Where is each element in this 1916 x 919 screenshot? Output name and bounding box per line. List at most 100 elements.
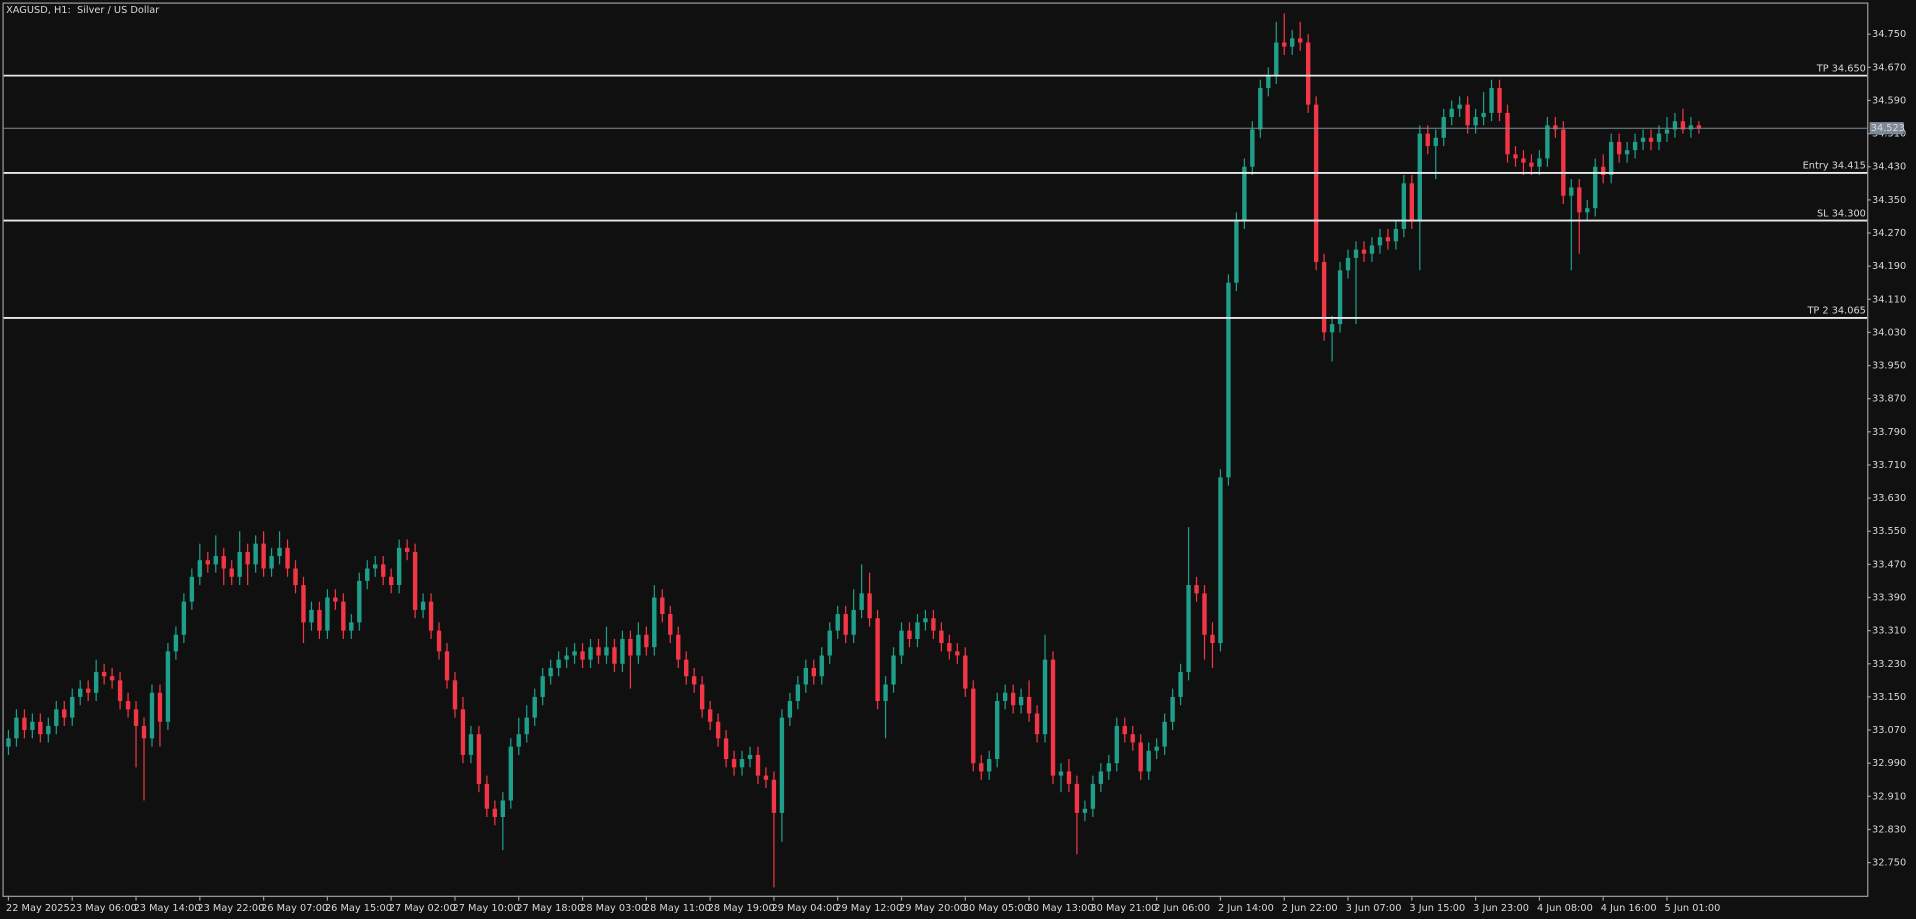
candle-body <box>173 634 179 652</box>
x-tick-label: 30 May 21:00 <box>1090 903 1157 914</box>
x-tick-label: 29 May 04:00 <box>771 903 838 914</box>
candle-body <box>253 543 258 565</box>
x-tick-label: 3 Jun 07:00 <box>1346 903 1402 914</box>
x-tick-label: 28 May 19:00 <box>708 903 775 914</box>
candle-body <box>428 601 434 631</box>
candle-body <box>883 684 888 702</box>
candle-body <box>652 597 657 648</box>
candle-body <box>1369 245 1375 254</box>
candle-body <box>1082 808 1088 813</box>
x-tick-label: 2 Jun 14:00 <box>1218 903 1274 914</box>
candle-body <box>923 618 928 623</box>
candle-body <box>101 672 107 677</box>
candle-body <box>859 593 864 610</box>
candle-body <box>971 688 976 764</box>
candle-body <box>269 556 274 569</box>
candle-body <box>197 560 203 577</box>
candle-body <box>524 717 529 735</box>
candle-body <box>979 763 984 772</box>
candle-body <box>1274 42 1279 76</box>
candle-body <box>851 609 856 635</box>
x-tick-label: 29 May 20:00 <box>899 903 966 914</box>
candle-body <box>293 568 298 586</box>
candle-body <box>1170 696 1175 722</box>
candle-body <box>867 593 872 619</box>
candle-body <box>715 721 721 739</box>
candle-body <box>396 547 402 586</box>
candle-body <box>620 638 625 664</box>
y-tick-label: 33.950 <box>1872 361 1906 372</box>
candle-body <box>891 655 896 685</box>
candle-body <box>548 667 553 677</box>
candle-body <box>404 547 410 552</box>
candle-body <box>1624 150 1630 155</box>
candle-body <box>229 568 234 577</box>
candle-body <box>994 701 1000 760</box>
candle-body <box>1218 477 1223 644</box>
candle-body <box>835 614 840 631</box>
candle-body <box>1186 585 1191 673</box>
candle-body <box>516 734 521 747</box>
candle-body <box>612 647 617 664</box>
y-tick-label: 33.790 <box>1872 427 1906 438</box>
candle-body <box>261 543 266 569</box>
candle-body <box>1585 208 1590 213</box>
candle-body <box>54 709 59 726</box>
candle-body <box>436 630 442 652</box>
candle-body <box>1026 696 1032 714</box>
candle-body <box>795 684 801 702</box>
candle-body <box>1672 121 1678 130</box>
candle-body <box>357 580 362 623</box>
candle-body <box>508 746 513 801</box>
candle-body <box>205 560 210 565</box>
y-tick-label: 33.710 <box>1872 460 1906 471</box>
candle-body <box>1305 42 1311 105</box>
current-price-label: 34.523 <box>1871 123 1905 134</box>
candle-body <box>588 647 593 660</box>
candle-body <box>899 630 904 656</box>
candle-body <box>787 701 793 718</box>
candle-body <box>660 597 665 615</box>
candle-body <box>213 556 218 565</box>
candle-body <box>141 725 147 739</box>
x-tick-label: 23 May 06:00 <box>70 903 137 914</box>
candle-body <box>388 576 394 586</box>
candle-body <box>819 655 824 677</box>
candle-body <box>133 709 139 726</box>
candle-body <box>1449 108 1454 118</box>
y-tick-label: 34.030 <box>1872 327 1906 338</box>
candle-body <box>939 630 944 644</box>
candle-body <box>1042 659 1048 735</box>
candle-body <box>1154 746 1159 751</box>
candle-body <box>580 651 585 660</box>
y-tick-label: 33.230 <box>1872 659 1906 670</box>
y-tick-label: 32.830 <box>1872 824 1906 835</box>
candle-body <box>492 808 498 818</box>
candle-body <box>1297 38 1303 43</box>
candle-body <box>245 551 250 565</box>
candle-body <box>460 709 466 755</box>
candle-body <box>1489 88 1494 113</box>
x-tick-label: 30 May 13:00 <box>1027 903 1094 914</box>
candle-body <box>739 759 745 768</box>
candle-body <box>1505 112 1510 155</box>
candle-body <box>1162 721 1167 747</box>
candle-body <box>532 696 537 718</box>
candle-body <box>157 692 163 722</box>
candle-body <box>1473 117 1478 126</box>
y-tick-label: 33.870 <box>1872 394 1906 405</box>
x-tick-label: 23 May 14:00 <box>134 903 201 914</box>
candle-body <box>1058 771 1064 776</box>
candle-body <box>668 614 673 635</box>
candle-body <box>676 634 681 660</box>
candle-body <box>1648 137 1654 142</box>
y-tick-label: 34.750 <box>1872 29 1906 40</box>
candle-body <box>1226 282 1231 478</box>
candle-body <box>1290 38 1295 47</box>
candle-body <box>628 638 633 656</box>
candle-body <box>1417 133 1422 221</box>
candle-body <box>1130 734 1135 743</box>
x-tick-label: 2 Jun 06:00 <box>1154 903 1210 914</box>
